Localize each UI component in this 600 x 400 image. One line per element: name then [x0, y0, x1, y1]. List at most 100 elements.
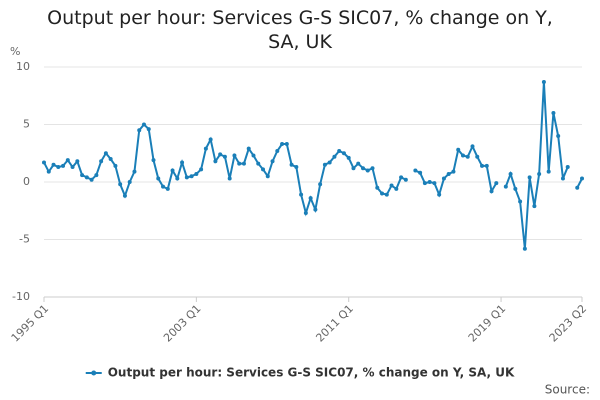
data-point — [399, 175, 404, 180]
data-point — [218, 152, 223, 157]
data-point — [360, 166, 365, 171]
data-point — [341, 151, 346, 156]
data-point — [537, 171, 542, 176]
y-tick-label: 10 — [16, 60, 30, 73]
data-point — [541, 79, 546, 84]
data-point — [532, 204, 537, 209]
series-line — [43, 81, 583, 249]
data-point — [246, 146, 251, 151]
data-point — [513, 186, 518, 191]
data-point — [303, 211, 308, 216]
data-point — [556, 134, 561, 138]
data-point — [546, 169, 551, 174]
data-point — [289, 162, 294, 167]
data-point — [165, 186, 170, 191]
data-point — [199, 167, 204, 172]
data-point — [127, 180, 132, 184]
data-point — [527, 175, 532, 180]
y-tick-label: -5 — [19, 233, 30, 246]
data-point — [380, 191, 385, 196]
data-point — [227, 176, 232, 181]
data-point — [284, 142, 289, 147]
data-point — [580, 176, 584, 181]
data-point — [146, 127, 151, 132]
data-point — [475, 154, 480, 159]
data-point — [280, 142, 285, 147]
data-point — [322, 162, 327, 167]
data-point — [460, 153, 465, 158]
data-point — [375, 185, 380, 190]
data-point — [170, 168, 175, 173]
y-tick-label: 0 — [23, 175, 30, 188]
data-point — [213, 159, 218, 164]
data-point — [232, 153, 237, 158]
data-point — [370, 166, 375, 171]
data-point — [122, 193, 127, 198]
chart-title: Output per hour: Services G-S SIC07, % c… — [47, 7, 553, 53]
data-point — [270, 159, 275, 164]
data-point — [446, 171, 451, 176]
data-point — [103, 151, 108, 156]
data-point — [480, 163, 485, 168]
data-point — [389, 183, 394, 188]
data-point — [56, 165, 61, 170]
data-point — [365, 168, 370, 173]
data-point — [503, 184, 508, 189]
data-point — [332, 154, 337, 159]
source: Source: — [545, 383, 590, 397]
data-point — [337, 148, 342, 153]
data-point — [137, 128, 142, 133]
legend: Output per hour: Services G-S SIC07, % c… — [85, 366, 515, 380]
data-point — [575, 185, 580, 190]
data-point — [299, 192, 304, 197]
data-point — [132, 169, 137, 174]
x-tick-label: 2019 Q1 — [466, 302, 509, 345]
data-point — [418, 170, 423, 175]
data-point — [89, 177, 94, 182]
data-point — [99, 159, 104, 164]
data-point — [451, 169, 456, 174]
data-point — [427, 180, 432, 184]
data-point — [161, 184, 166, 189]
data-point — [308, 196, 313, 201]
data-point — [346, 155, 351, 160]
x-tick-label: 2011 Q1 — [313, 302, 356, 345]
data-point — [356, 161, 361, 166]
data-point — [251, 153, 256, 158]
data-point — [222, 154, 227, 159]
legend-marker — [91, 370, 97, 376]
data-point — [508, 171, 513, 176]
data-point — [261, 167, 266, 172]
data-point — [46, 169, 51, 174]
data-point — [318, 182, 323, 187]
data-point — [189, 174, 194, 179]
data-point — [351, 166, 356, 171]
data-point — [294, 165, 299, 170]
data-point — [94, 173, 99, 178]
data-point — [437, 192, 442, 197]
data-point — [42, 160, 46, 165]
data-point — [470, 144, 475, 149]
data-point — [489, 189, 494, 194]
data-point — [384, 192, 389, 197]
data-point — [113, 163, 118, 168]
y-unit: % — [10, 45, 20, 58]
data-point — [118, 182, 123, 187]
data-point — [141, 122, 146, 127]
data-point — [108, 157, 113, 161]
data-point — [327, 160, 332, 165]
data-point — [208, 137, 213, 142]
data-point — [156, 176, 161, 181]
data-point — [465, 154, 470, 159]
data-point — [65, 158, 70, 163]
data-point — [70, 165, 75, 170]
data-point — [203, 146, 208, 151]
data-point — [413, 168, 418, 173]
legend-label: Output per hour: Services G-S SIC07, % c… — [108, 366, 515, 380]
data-point — [484, 163, 489, 168]
data-point — [80, 173, 85, 178]
x-tick-label: 2023 Q2 — [547, 302, 590, 345]
data-point — [175, 176, 180, 181]
